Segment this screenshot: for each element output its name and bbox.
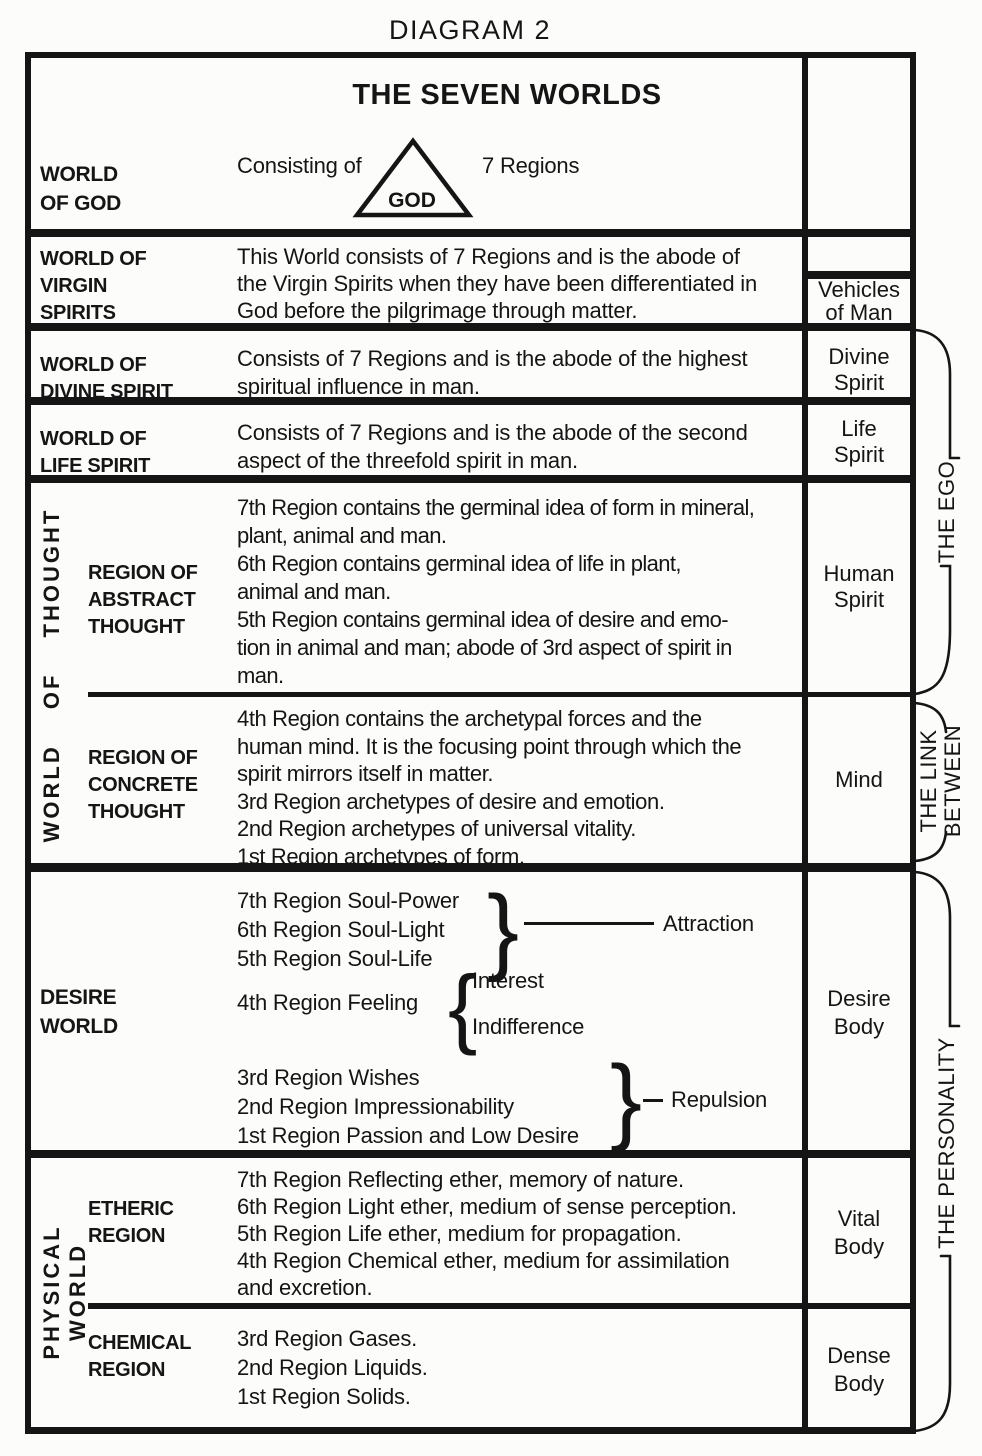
row-separator	[25, 229, 916, 237]
link-between-bracket	[913, 701, 948, 863]
consisting-of-text: Consisting of	[237, 153, 362, 178]
chemical-region-text: 3rd Region Gases. 2nd Region Liquids. 1s…	[237, 1326, 428, 1409]
abstract-thought-text: 7th Region contains the germinal idea of…	[237, 495, 755, 688]
mind-vehicle: Mind	[835, 767, 883, 792]
divine-spirit-vehicle: Divine Spirit	[828, 344, 890, 395]
repulsion-label: Repulsion	[671, 1087, 768, 1112]
seven-regions-text: 7 Regions	[482, 153, 580, 178]
table-border-top	[25, 52, 916, 58]
etheric-region-label: ETHERIC REGION	[88, 1198, 174, 1247]
attraction-label: Attraction	[663, 911, 754, 936]
link-between-bracket-label: THE LINK BETWEEN	[916, 724, 965, 838]
row-separator	[25, 863, 916, 872]
virgin-spirits-label: WORLD OF VIRGIN SPIRITS	[40, 248, 147, 324]
table-border-right	[910, 52, 916, 1434]
feeling-brace-icon: {	[448, 957, 478, 1056]
concrete-thought-label: REGION OF CONCRETE THOUGHT	[88, 747, 198, 823]
divine-spirit-label: WORLD OF DIVINE SPIRIT	[40, 354, 173, 403]
life-spirit-text: Consists of 7 Regions and is the abode o…	[237, 420, 748, 473]
dense-body-vehicle: Dense Body	[827, 1343, 891, 1396]
god-triangle-icon	[352, 137, 474, 218]
personality-bracket-label: THE PERSONALITY	[934, 1037, 959, 1249]
desire-feeling-region: 4th Region Feeling	[237, 990, 419, 1015]
table-border-bottom	[25, 1427, 916, 1434]
etheric-region-text: 7th Region Reflecting ether, memory of n…	[237, 1167, 737, 1300]
divine-spirit-text: Consists of 7 Regions and is the abode o…	[237, 346, 748, 399]
concrete-thought-text: 4th Region contains the archetypal force…	[237, 706, 742, 869]
vehicles-header-top-bar	[802, 271, 916, 279]
row-separator	[25, 1150, 916, 1158]
repulsion-connector-line	[643, 1099, 663, 1102]
ego-bracket-label: THE EGO	[934, 460, 959, 564]
row-separator	[25, 397, 916, 405]
attraction-brace-icon: }	[487, 876, 520, 983]
etheric-chemical-divider	[88, 1303, 916, 1309]
physical-world-side-label: PHYSICAL WORLD	[39, 1224, 90, 1360]
virgin-spirits-text: This World consists of 7 Regions and is …	[237, 244, 758, 323]
attraction-connector-line	[524, 922, 654, 925]
personality-bracket	[913, 870, 961, 1433]
chemical-region-label: CHEMICAL REGION	[88, 1332, 192, 1381]
table-header: THE SEVEN WORLDS	[352, 79, 662, 111]
desire-upper-regions: 7th Region Soul-Power 6th Region Soul-Li…	[237, 888, 460, 971]
abstract-concrete-divider	[88, 692, 916, 697]
ego-bracket	[913, 328, 961, 696]
abstract-thought-label: REGION OF ABSTRACT THOUGHT	[88, 562, 198, 638]
desire-body-vehicle: Desire Body	[827, 986, 891, 1039]
life-spirit-label: WORLD OF LIFE SPIRIT	[40, 428, 151, 477]
vital-body-vehicle: Vital Body	[833, 1206, 885, 1259]
world-of-thought-side-label: WORLD OF THOUGHT	[39, 507, 64, 843]
god-triangle-label: GOD	[388, 189, 436, 212]
desire-lower-regions: 3rd Region Wishes 2nd Region Impressiona…	[237, 1065, 579, 1148]
indifference-label: Indifference	[472, 1014, 585, 1039]
human-spirit-vehicle: Human Spirit	[823, 561, 895, 612]
world-of-god-label: WORLD OF GOD	[40, 163, 122, 215]
row-separator	[25, 475, 916, 483]
row-separator	[25, 323, 916, 331]
table-border-left	[25, 52, 31, 1434]
desire-world-label: DESIRE WORLD	[40, 986, 118, 1038]
vehicles-column-divider	[802, 58, 808, 1427]
vehicles-of-man-header: Vehicles of Man	[818, 277, 900, 325]
page-title: DIAGRAM 2	[388, 15, 552, 45]
repulsion-brace-icon: }	[610, 1046, 643, 1153]
life-spirit-vehicle: Life Spirit	[833, 416, 885, 467]
interest-label: Interest	[472, 968, 544, 993]
